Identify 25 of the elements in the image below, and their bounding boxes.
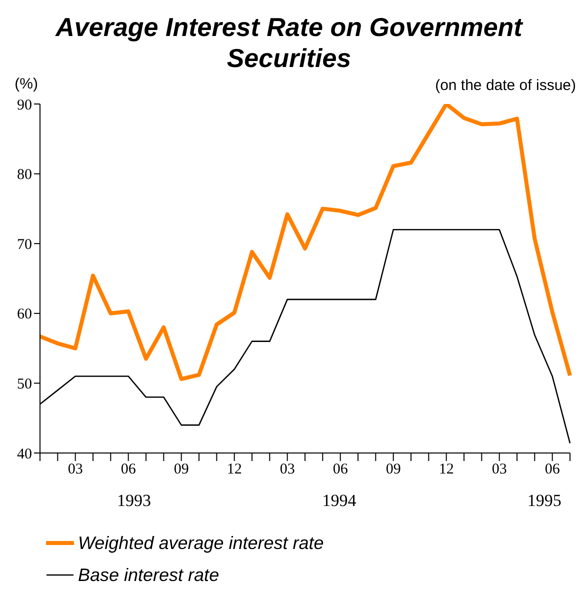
y-tick-label: 40 (17, 446, 32, 462)
legend-label: Weighted average interest rate (78, 532, 324, 554)
x-tick-label: 09 (174, 462, 189, 478)
y-tick-label: 50 (17, 376, 32, 393)
x-tick-label: 12 (226, 462, 242, 478)
y-tick-label: 80 (17, 167, 32, 184)
text: 1993 (116, 491, 152, 511)
text: 1994 (321, 491, 358, 511)
x-tick-label: 03 (280, 462, 295, 478)
x-tick-label: 06 (332, 462, 348, 478)
y-tick-label: 60 (17, 306, 32, 323)
chart-title: Average Interest Rate on Government Securities (54, 12, 524, 74)
legend-label: Base interest rate (78, 564, 220, 586)
x-tick-label: 03 (492, 462, 507, 478)
x-tick-label: 03 (68, 462, 83, 478)
x-tick-label: 06 (120, 462, 136, 478)
x-tick-label: 09 (386, 462, 401, 478)
text: 1995 (526, 491, 562, 511)
text: (on the date of issue) (435, 77, 576, 94)
line-series (38, 104, 572, 382)
y-axis-title: (%) (14, 76, 38, 93)
x-tick-label: 12 (438, 462, 454, 478)
y-tick-label: 90 (17, 97, 32, 114)
y-tick-label: 70 (17, 236, 32, 253)
x-tick-label: 06 (544, 462, 560, 478)
